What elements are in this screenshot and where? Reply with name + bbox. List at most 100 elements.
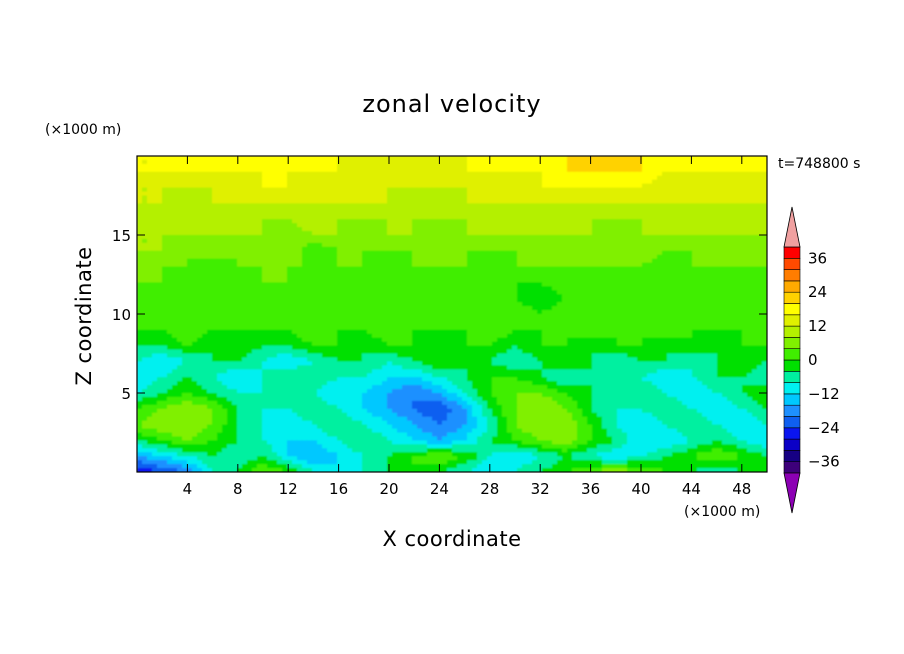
field-cell	[362, 306, 368, 311]
field-cell	[607, 168, 613, 173]
field-cell	[622, 168, 628, 173]
field-cell	[692, 251, 698, 256]
field-cell	[497, 275, 503, 280]
field-cell	[472, 203, 478, 208]
field-cell	[692, 203, 698, 208]
field-cell	[232, 168, 238, 173]
field-cell	[627, 286, 633, 291]
field-cell	[712, 160, 718, 165]
field-cell	[432, 199, 438, 204]
field-cell	[357, 247, 363, 252]
field-cell	[152, 196, 158, 201]
field-cell	[427, 306, 433, 311]
field-cell	[162, 227, 168, 232]
field-cell	[342, 239, 348, 244]
field-cell	[182, 176, 188, 181]
field-cell	[147, 235, 153, 240]
field-cell	[287, 247, 293, 252]
field-cell	[207, 227, 213, 232]
field-cell	[442, 223, 448, 228]
field-cell	[337, 219, 343, 224]
field-cell	[472, 172, 478, 177]
field-cell	[682, 203, 688, 208]
field-cell	[477, 184, 483, 189]
field-cell	[667, 278, 673, 283]
field-cell	[487, 188, 493, 193]
field-cell	[602, 184, 608, 189]
field-cell	[412, 243, 418, 248]
field-cell	[197, 298, 203, 303]
field-cell	[182, 263, 188, 268]
field-cell	[532, 306, 538, 311]
field-cell	[742, 231, 748, 236]
field-cell	[327, 164, 333, 169]
field-cell	[502, 203, 508, 208]
field-cell	[252, 203, 258, 208]
field-cell	[192, 172, 198, 177]
field-cell	[257, 247, 263, 252]
field-cell	[602, 199, 608, 204]
field-cell	[427, 156, 433, 161]
field-cell	[722, 239, 728, 244]
field-cell	[272, 243, 278, 248]
field-cell	[547, 294, 553, 299]
field-cell	[447, 196, 453, 201]
field-cell	[577, 247, 583, 252]
field-cell	[367, 160, 373, 165]
field-cell	[247, 168, 253, 173]
field-cell	[602, 219, 608, 224]
field-cell	[417, 239, 423, 244]
field-cell	[507, 176, 513, 181]
field-cell	[432, 231, 438, 236]
field-cell	[157, 207, 163, 212]
field-cell	[167, 203, 173, 208]
field-cell	[502, 172, 508, 177]
field-cell	[547, 215, 553, 220]
field-cell	[242, 211, 248, 216]
field-cell	[297, 282, 303, 287]
field-cell	[442, 282, 448, 287]
field-cell	[657, 172, 663, 177]
field-cell	[357, 290, 363, 295]
field-cell	[407, 172, 413, 177]
field-cell	[737, 267, 743, 272]
field-cell	[277, 172, 283, 177]
field-cell	[147, 271, 153, 276]
field-cell	[707, 259, 713, 264]
field-cell	[452, 294, 458, 299]
field-cell	[252, 263, 258, 268]
field-cell	[167, 180, 173, 185]
field-cell	[192, 215, 198, 220]
field-cell	[577, 267, 583, 272]
field-cell	[227, 156, 233, 161]
field-cell	[702, 290, 708, 295]
field-cell	[662, 302, 668, 307]
field-cell	[412, 259, 418, 264]
field-cell	[162, 302, 168, 307]
field-cell	[357, 251, 363, 256]
field-cell	[282, 286, 288, 291]
field-cell	[627, 302, 633, 307]
field-cell	[692, 192, 698, 197]
field-cell	[487, 255, 493, 260]
field-cell	[392, 199, 398, 204]
field-cell	[602, 255, 608, 260]
field-cell	[272, 180, 278, 185]
field-cell	[682, 192, 688, 197]
field-cell	[677, 255, 683, 260]
field-cell	[387, 215, 393, 220]
field-cell	[672, 302, 678, 307]
field-cell	[477, 211, 483, 216]
field-cell	[462, 298, 468, 303]
field-cell	[307, 164, 313, 169]
field-cell	[362, 263, 368, 268]
field-cell	[612, 267, 618, 272]
field-cell	[677, 243, 683, 248]
field-cell	[742, 160, 748, 165]
field-cell	[707, 176, 713, 181]
field-cell	[527, 231, 533, 236]
field-cell	[507, 267, 513, 272]
field-cell	[337, 188, 343, 193]
field-cell	[562, 243, 568, 248]
field-cell	[312, 219, 318, 224]
